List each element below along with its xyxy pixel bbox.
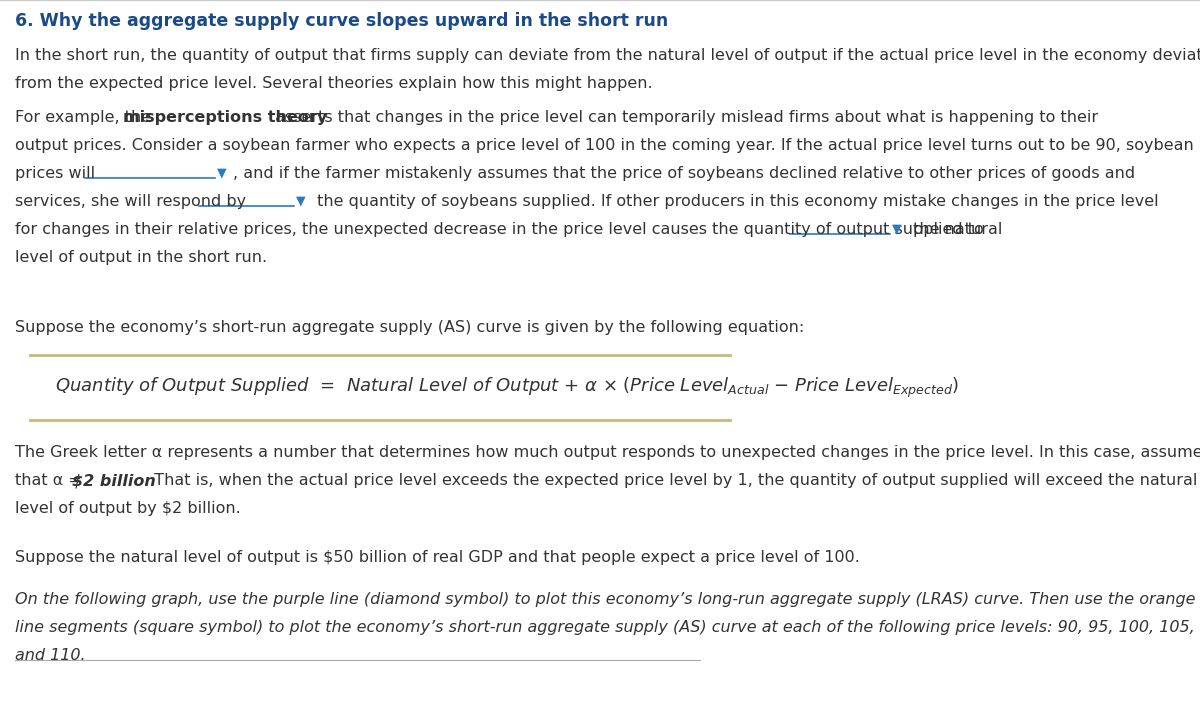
Text: $2 billion: $2 billion — [72, 473, 156, 488]
Text: , and if the farmer mistakenly assumes that the price of soybeans declined relat: , and if the farmer mistakenly assumes t… — [233, 166, 1135, 181]
Text: Suppose the economy’s short-run aggregate supply (AS) curve is given by the foll: Suppose the economy’s short-run aggregat… — [14, 320, 804, 335]
Text: services, she will respond by: services, she will respond by — [14, 194, 246, 209]
Text: . That is, when the actual price level exceeds the expected price level by 1, th: . That is, when the actual price level e… — [144, 473, 1198, 488]
Text: that α =: that α = — [14, 473, 88, 488]
Text: 6. Why the aggregate supply curve slopes upward in the short run: 6. Why the aggregate supply curve slopes… — [14, 12, 668, 30]
Text: the natural: the natural — [907, 222, 1002, 237]
Text: prices will: prices will — [14, 166, 95, 181]
Text: In the short run, the quantity of output that firms supply can deviate from the : In the short run, the quantity of output… — [14, 48, 1200, 63]
Text: Suppose the natural level of output is $50 billion of real GDP and that people e: Suppose the natural level of output is $… — [14, 550, 860, 565]
Text: asserts that changes in the price level can temporarily mislead firms about what: asserts that changes in the price level … — [270, 110, 1098, 125]
Text: line segments (square symbol) to plot the economy’s short-run aggregate supply (: line segments (square symbol) to plot th… — [14, 620, 1195, 635]
Text: For example, the: For example, the — [14, 110, 156, 125]
Text: The Greek letter α represents a number that determines how much output responds : The Greek letter α represents a number t… — [14, 445, 1200, 460]
Text: On the following graph, use the purple line (diamond symbol) to plot this econom: On the following graph, use the purple l… — [14, 592, 1195, 607]
Text: the quantity of soybeans supplied. If other producers in this economy mistake ch: the quantity of soybeans supplied. If ot… — [312, 194, 1159, 209]
Text: misperceptions theory: misperceptions theory — [122, 110, 328, 125]
Text: $\it{Quantity\ of\ Output\ Supplied}$  =  $\it{Natural\ Level\ of\ Output}$ $+$ : $\it{Quantity\ of\ Output\ Supplied}$ = … — [55, 376, 959, 400]
Text: and 110.: and 110. — [14, 648, 85, 663]
Text: from the expected price level. Several theories explain how this might happen.: from the expected price level. Several t… — [14, 76, 653, 91]
Text: level of output by $2 billion.: level of output by $2 billion. — [14, 501, 241, 516]
Text: ▼: ▼ — [892, 222, 901, 235]
Text: for changes in their relative prices, the unexpected decrease in the price level: for changes in their relative prices, th… — [14, 222, 984, 237]
Text: output prices. Consider a soybean farmer who expects a price level of 100 in the: output prices. Consider a soybean farmer… — [14, 138, 1194, 153]
Text: ▼: ▼ — [296, 194, 306, 207]
Text: ▼: ▼ — [217, 166, 227, 179]
Text: level of output in the short run.: level of output in the short run. — [14, 250, 268, 265]
